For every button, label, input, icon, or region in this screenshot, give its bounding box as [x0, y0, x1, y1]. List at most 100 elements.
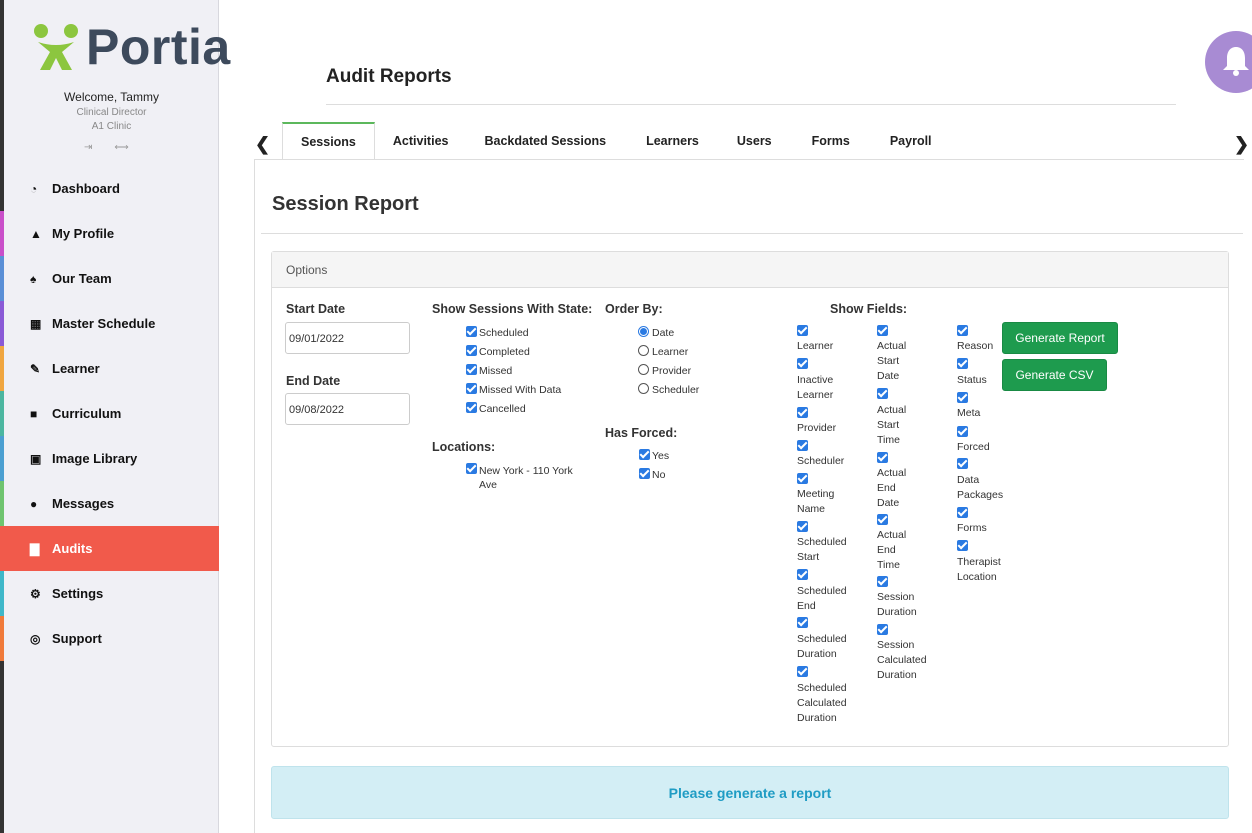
- calendar-icon: ▦: [30, 316, 42, 331]
- sidebar-item-dashboard[interactable]: ◔ Dashboard: [0, 166, 219, 211]
- expand-icon[interactable]: ⟷: [114, 142, 129, 153]
- generate-csv-button[interactable]: Generate CSV: [1002, 359, 1107, 391]
- field-forced-checkbox[interactable]: [957, 426, 968, 437]
- sidebar-item-audits[interactable]: ▇ Audits: [0, 526, 219, 571]
- sidebar-item-label: My Profile: [52, 226, 115, 241]
- field-actual-end-date-checkbox[interactable]: [877, 452, 888, 463]
- sidebar-item-curriculum[interactable]: ■ Curriculum: [0, 391, 219, 436]
- field-therapist-location-checkbox[interactable]: [957, 540, 968, 551]
- options-panel-heading: Options: [272, 252, 1228, 288]
- field-scheduler-checkbox[interactable]: [797, 440, 808, 451]
- show-fields-label: Show Fields:: [830, 302, 908, 316]
- tab-payroll[interactable]: Payroll: [889, 134, 932, 148]
- field-scheduled-end-checkbox[interactable]: [797, 569, 808, 580]
- chat-icon: ●: [30, 496, 38, 511]
- sidebar-item-learner[interactable]: ✎ Learner: [0, 346, 219, 391]
- tab-backdated-sessions[interactable]: Backdated Sessions: [484, 134, 607, 148]
- order-by-label: Order By:: [605, 302, 663, 316]
- sidebar-item-support[interactable]: ◎ Support: [0, 616, 219, 661]
- tab-users[interactable]: Users: [736, 134, 772, 148]
- field-actual-end-time-checkbox[interactable]: [877, 514, 888, 525]
- field-scheduled-duration-checkbox[interactable]: [797, 617, 808, 628]
- field-session-calculated-duration-checkbox[interactable]: [877, 624, 888, 635]
- sidebar-item-label: Support: [52, 631, 102, 646]
- field-session-duration-checkbox[interactable]: [877, 576, 888, 587]
- field-label: Session Calculated Duration: [877, 639, 927, 681]
- sidebar-item-label: Image Library: [52, 451, 138, 466]
- state-missed-with-data-checkbox[interactable]: [466, 383, 477, 394]
- field-label: Data Packages: [957, 474, 1004, 501]
- field-forms-checkbox[interactable]: [957, 507, 968, 518]
- sidebar-item-label: Settings: [52, 586, 104, 601]
- field-label: Provider: [797, 422, 837, 434]
- field-data-packages-checkbox[interactable]: [957, 458, 968, 469]
- states-label: Show Sessions With State:: [432, 302, 593, 316]
- sidebar-item-our-team[interactable]: ♠ Our Team: [0, 256, 219, 301]
- location-checkbox[interactable]: [466, 463, 477, 474]
- options-panel: Options: [271, 251, 1229, 747]
- sidebar-item-master-schedule[interactable]: ▦ Master Schedule: [0, 301, 219, 346]
- order-provider-radio[interactable]: [638, 364, 649, 375]
- field-scheduled-calculated-duration-checkbox[interactable]: [797, 666, 808, 677]
- tab-learners[interactable]: Learners: [646, 134, 699, 148]
- field-inactive-learner-checkbox[interactable]: [797, 358, 808, 369]
- field-reason-checkbox[interactable]: [957, 325, 968, 336]
- sidebar: Portia Welcome, Tammy Clinical Director …: [0, 0, 230, 833]
- field-actual-start-time-checkbox[interactable]: [877, 388, 888, 399]
- sidebar-item-image-library[interactable]: ▣ Image Library: [0, 436, 219, 481]
- generate-report-button[interactable]: Generate Report: [1002, 322, 1118, 354]
- sidebar-item-my-profile[interactable]: ▲ My Profile: [0, 211, 219, 256]
- field-learner-checkbox[interactable]: [797, 325, 808, 336]
- field-label: Inactive Learner: [797, 374, 834, 401]
- tabs-prev-arrow-icon[interactable]: ❮: [255, 134, 271, 154]
- order-learner-radio[interactable]: [638, 345, 649, 356]
- bell-icon: [1223, 47, 1249, 76]
- field-label: Scheduled Calculated Duration: [797, 682, 847, 724]
- portia-logo[interactable]: Portia: [32, 22, 231, 72]
- report-divider: [261, 233, 1243, 234]
- page-title: Audit Reports: [326, 66, 452, 87]
- sidebar-item-label: Audits: [52, 541, 93, 556]
- field-status-checkbox[interactable]: [957, 358, 968, 369]
- field-scheduled-start-checkbox[interactable]: [797, 521, 808, 532]
- field-label: Session Duration: [877, 591, 917, 618]
- order-date-radio[interactable]: [638, 326, 649, 337]
- location-label: New York - 110 York Ave: [479, 465, 573, 491]
- forced-yes-checkbox[interactable]: [639, 449, 650, 460]
- field-label: Actual Start Date: [877, 340, 907, 382]
- state-scheduled-checkbox[interactable]: [466, 326, 477, 337]
- notifications-button[interactable]: [1205, 31, 1252, 93]
- start-date-input[interactable]: 09/01/2022: [285, 322, 410, 354]
- sidebar-item-messages[interactable]: ● Messages: [0, 481, 219, 526]
- end-date-label: End Date: [286, 374, 341, 388]
- sidebar-item-settings[interactable]: ⚙ Settings: [0, 571, 219, 616]
- order-scheduler-radio[interactable]: [638, 383, 649, 394]
- tab-forms[interactable]: Forms: [811, 134, 850, 148]
- field-provider-checkbox[interactable]: [797, 407, 808, 418]
- forced-no-checkbox[interactable]: [639, 468, 650, 479]
- state-completed-checkbox[interactable]: [466, 345, 477, 356]
- field-label: Scheduled End: [797, 585, 847, 612]
- sidebar-item-label: Our Team: [52, 271, 112, 286]
- welcome-text: Welcome, Tammy: [64, 90, 159, 104]
- order-option-label: Learner: [652, 346, 689, 358]
- tab-sessions[interactable]: Sessions: [282, 122, 375, 160]
- logout-icon[interactable]: ⇥: [84, 142, 93, 153]
- lifebuoy-icon: ◎: [30, 631, 41, 646]
- field-label: Actual End Time: [877, 529, 907, 571]
- report-tabs: Sessions Activities Backdated Sessions L…: [282, 122, 950, 160]
- pencil-icon: ✎: [30, 361, 41, 376]
- field-meta-checkbox[interactable]: [957, 392, 968, 403]
- forced-option-label: No: [652, 469, 666, 481]
- state-missed-checkbox[interactable]: [466, 364, 477, 375]
- state-cancelled-checkbox[interactable]: [466, 402, 477, 413]
- generate-report-alert: Please generate a report: [271, 766, 1229, 819]
- tabs-next-arrow-icon[interactable]: ❯: [1234, 134, 1250, 154]
- field-label: Scheduled Duration: [797, 633, 847, 660]
- tab-activities[interactable]: Activities: [392, 134, 449, 148]
- dashboard-icon: ◔: [30, 181, 38, 196]
- end-date-input[interactable]: 09/08/2022: [285, 393, 410, 425]
- field-meeting-name-checkbox[interactable]: [797, 473, 808, 484]
- start-date-label: Start Date: [286, 302, 346, 316]
- field-actual-start-date-checkbox[interactable]: [877, 325, 888, 336]
